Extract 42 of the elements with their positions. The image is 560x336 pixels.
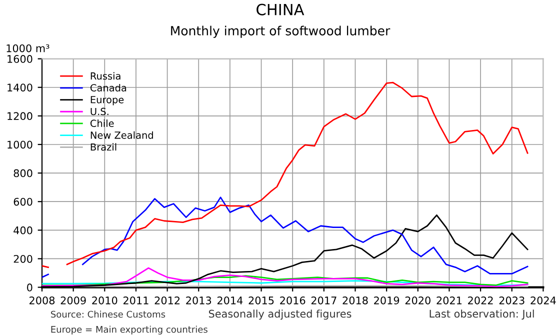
y-tick-label: 1400 [8,84,32,92]
legend-label: New Zealand [90,131,153,139]
legend-label: Chile [90,119,114,128]
y-tick-label: 600 [14,198,32,206]
x-tick-label: 2016 [280,296,306,304]
y-tick-label: 1200 [8,112,32,120]
legend-label: Russia [90,72,120,80]
x-tick-label: 2008 [30,296,55,304]
x-tick-label: 2017 [311,296,336,304]
y-tick-label: 400 [14,226,32,234]
line-series [42,275,528,286]
source-note: Source: Chinese Customs [50,310,166,318]
x-tick-label: 2019 [374,296,400,304]
text: Last observation: Jul [430,310,534,320]
y-tick-label: 0 [27,284,32,292]
y-tick-label: 1600 [8,55,32,63]
x-tick-label: 2023 [499,296,524,304]
x-tick-label: 2014 [217,296,243,304]
y-tick-label: 1000 [8,140,32,149]
x-tick-label: 2011 [123,296,148,304]
text: Seasonally adjusted figures [208,310,352,320]
legend-label: Europe [90,96,124,106]
x-tick-label: 2013 [186,296,212,304]
x-tick-label: 2022 [468,296,493,304]
y-axis-title: 1000 m³ [6,44,50,52]
legend-label: U.S. [90,108,108,116]
chart-title: CHINA [256,4,304,16]
legend-label: Canada [90,84,126,92]
line-series [42,267,528,288]
x-tick-label: 2018 [342,296,368,304]
x-tick-label: 2015 [248,296,274,304]
chart-subtitle: Monthly import of softwood lumber [171,26,390,38]
x-tick-label: 2021 [436,296,462,304]
x-tick-label: 2020 [405,296,430,304]
x-tick-label: 2010 [92,296,118,304]
x-tick-label: 2009 [60,296,86,304]
x-tick-label: 2024 [530,296,556,304]
text: Europe = Main exporting countries [51,326,208,335]
x-tick-label: 2012 [154,296,180,304]
y-tick-label: 800 [14,169,32,178]
legend-label: Brazil [90,143,116,151]
y-tick-label: 200 [14,254,32,263]
